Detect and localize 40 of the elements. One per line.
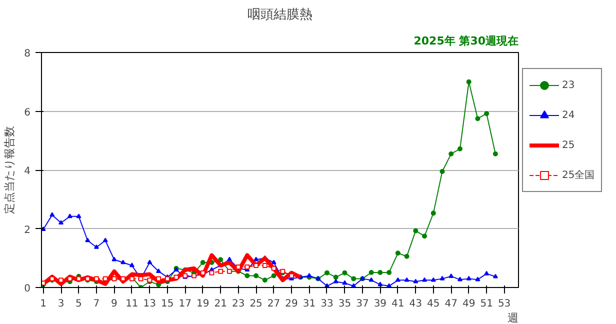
x-tick-label: 51 (480, 298, 493, 310)
x-tick-label: 21 (214, 298, 227, 310)
x-tick-label: 11 (126, 298, 138, 310)
legend-label: 24 (562, 110, 576, 120)
x-tick-label: 19 (196, 298, 210, 310)
x-tick-label: 23 (232, 298, 245, 310)
x-tick-label: 31 (302, 298, 316, 310)
x-tick-label: 49 (462, 298, 476, 310)
x-tick-label: 43 (409, 298, 422, 310)
chart-subtitle: 2025年 第30週現在 (414, 34, 519, 48)
legend-label: 25全国 (562, 169, 595, 182)
x-tick-label: 27 (267, 298, 280, 310)
x-tick-label: 47 (444, 298, 458, 310)
x-tick-label: 25 (250, 298, 262, 310)
y-tick-label: 2 (24, 224, 31, 236)
x-tick-label: 35 (338, 298, 352, 310)
x-tick-label: 5 (76, 298, 82, 310)
x-tick-label: 17 (178, 298, 192, 310)
x-tick-label: 15 (161, 298, 174, 310)
x-tick-label: 41 (392, 298, 404, 310)
x-tick-label: 9 (111, 298, 118, 310)
y-tick-label: 0 (24, 284, 31, 294)
x-axis-title: 週 (508, 312, 518, 324)
x-tick-label: 13 (143, 298, 156, 310)
x-tick-label: 7 (93, 298, 100, 310)
x-tick-label: 53 (498, 298, 511, 310)
x-tick-label: 37 (356, 298, 369, 310)
x-tick-label: 3 (58, 298, 64, 310)
y-tick-label: 4 (24, 166, 31, 177)
x-tick-label: 45 (427, 298, 440, 310)
x-tick-label: 1 (40, 298, 46, 310)
chart-title: 咽頭結膜熱 (248, 8, 312, 22)
x-tick-label: 39 (374, 298, 387, 310)
x-tick-label: 33 (320, 298, 334, 310)
y-tick-label: 6 (24, 107, 31, 118)
x-tick-label: 29 (285, 298, 298, 310)
legend-label: 23 (562, 80, 576, 90)
y-tick-label: 8 (24, 48, 31, 60)
legend-label: 25 (562, 140, 576, 150)
y-axis-title: 定点当たり報告数 (3, 126, 16, 214)
